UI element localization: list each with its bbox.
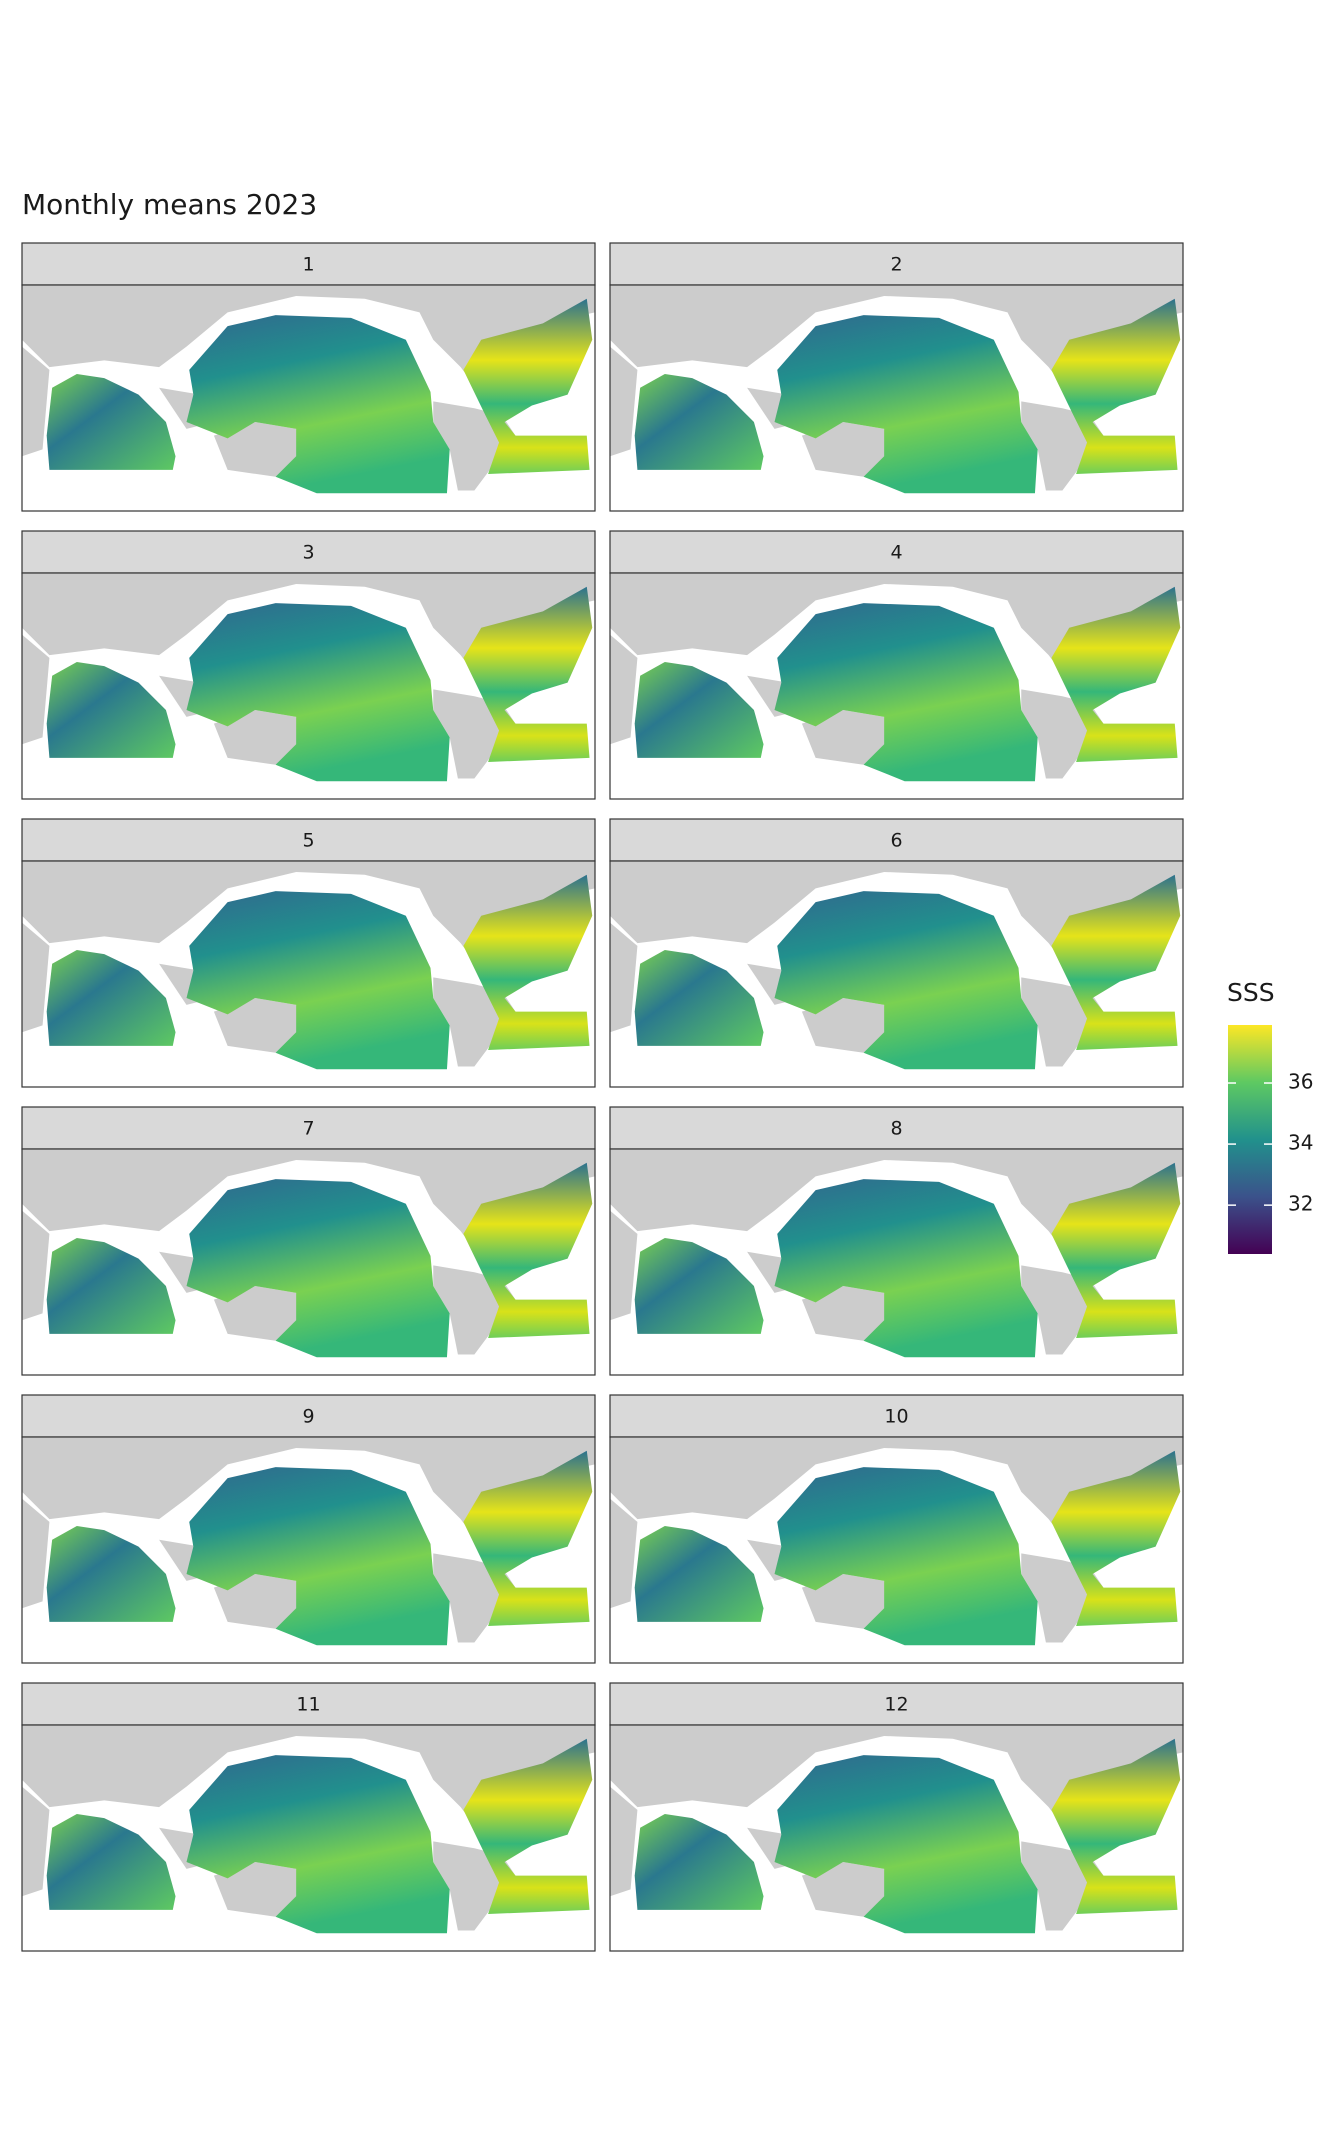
facet-label: 1 <box>302 254 314 276</box>
map-raster <box>22 1725 595 1934</box>
colorbar-tick-label: 36 <box>1288 1070 1313 1094</box>
panel-border <box>609 1436 1184 1664</box>
panel-border <box>609 1724 1184 1952</box>
map-raster <box>22 1437 595 1646</box>
map-raster <box>22 285 595 494</box>
facet-panel: 4 <box>609 530 1184 800</box>
facet-strip <box>21 1682 596 1726</box>
facet-panel: 8 <box>609 1106 1184 1376</box>
panel-border <box>609 572 1184 800</box>
facet-strip <box>609 1106 1184 1150</box>
chart-title: Monthly means 2023 <box>22 188 317 221</box>
facet-strip <box>609 242 1184 286</box>
facet-strip <box>21 242 596 286</box>
map-raster <box>610 285 1183 494</box>
panel-border <box>21 1724 596 1952</box>
facet-label: 12 <box>884 1694 908 1716</box>
map-raster <box>610 573 1183 782</box>
map-raster <box>610 1149 1183 1358</box>
colorbar <box>1228 1025 1272 1254</box>
facet-strip <box>21 1394 596 1438</box>
panel-border <box>21 572 596 800</box>
facet-label: 10 <box>884 1406 908 1428</box>
map-raster <box>610 1437 1183 1646</box>
panel-border <box>609 1148 1184 1376</box>
legend: 32 34 36 <box>1228 1025 1313 1254</box>
legend-title: SSS <box>1227 978 1275 1007</box>
facet-panel: 1 <box>21 242 596 512</box>
facet-strip <box>609 818 1184 862</box>
colorbar-tick-label: 34 <box>1288 1131 1313 1155</box>
facet-panel: 6 <box>609 818 1184 1088</box>
facet-strip <box>21 1106 596 1150</box>
panel-border <box>609 284 1184 512</box>
facet-label: 8 <box>890 1118 902 1140</box>
facet-label: 9 <box>302 1406 314 1428</box>
panel-border <box>21 1148 596 1376</box>
facet-strip <box>609 1394 1184 1438</box>
facet-label: 3 <box>302 542 314 564</box>
facet-label: 4 <box>890 542 902 564</box>
facet-panel: 2 <box>609 242 1184 512</box>
facet-panel: 11 <box>21 1682 596 1952</box>
panel-border <box>21 284 596 512</box>
facet-panel: 12 <box>609 1682 1184 1952</box>
map-raster <box>22 1149 595 1358</box>
facet-panel: 10 <box>609 1394 1184 1664</box>
map-raster <box>22 573 595 782</box>
facet-label: 5 <box>302 830 314 852</box>
facet-label: 2 <box>890 254 902 276</box>
facet-label: 11 <box>296 1694 320 1716</box>
facet-strip <box>609 530 1184 574</box>
panel-border <box>21 1436 596 1664</box>
facet-panel: 7 <box>21 1106 596 1376</box>
facet-panel: 3 <box>21 530 596 800</box>
map-raster <box>610 1725 1183 1934</box>
facet-strip <box>609 1682 1184 1726</box>
facet-panel: 5 <box>21 818 596 1088</box>
map-raster <box>22 861 595 1070</box>
facet-label: 6 <box>890 830 902 852</box>
colorbar-tick-label: 32 <box>1288 1192 1313 1216</box>
map-raster <box>610 861 1183 1070</box>
facet-strip <box>21 530 596 574</box>
facet-label: 7 <box>302 1118 314 1140</box>
facet-panel: 9 <box>21 1394 596 1664</box>
facet-strip <box>21 818 596 862</box>
panel-border <box>609 860 1184 1088</box>
panel-border <box>21 860 596 1088</box>
